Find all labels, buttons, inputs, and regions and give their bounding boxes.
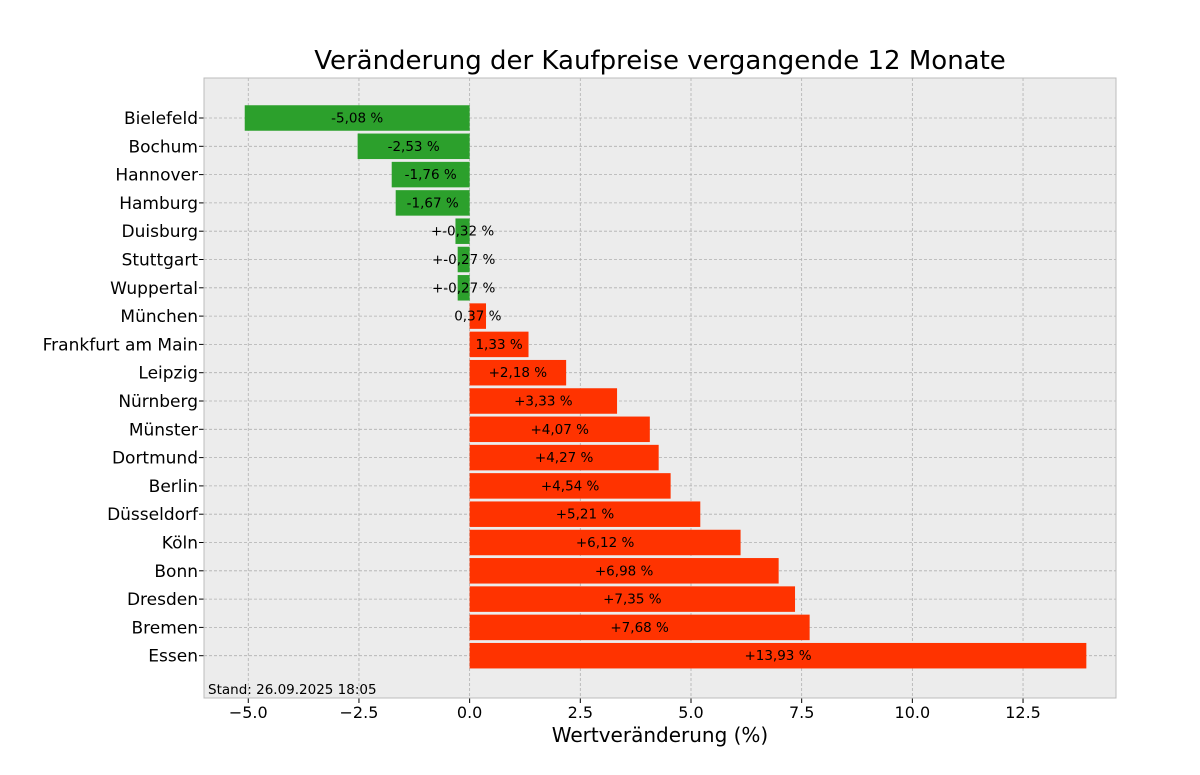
y-axis-ticks: Bielefeld Bochum Hannover Hamburg Duisburg St… — [43, 109, 204, 667]
data-label: +4,27 % — [535, 450, 594, 466]
category-label: Hannover — [115, 166, 198, 186]
bar-bonn — [469, 558, 779, 584]
bar-düsseldorf — [469, 501, 701, 527]
category-label: Bonn — [154, 562, 198, 582]
data-label: -2,53 % — [388, 139, 440, 155]
footnote-timestamp: Stand: 26.09.2025 18:05 — [208, 682, 377, 698]
category-label: Münster — [129, 420, 198, 440]
data-label: +7,35 % — [603, 592, 662, 608]
bar-dortmund — [469, 444, 659, 471]
bar-nürnberg — [469, 388, 618, 414]
category-label: Wuppertal — [110, 279, 198, 299]
data-label: +-0,32 % — [431, 224, 495, 240]
data-label: -1,76 % — [405, 167, 457, 183]
bar-hannover — [391, 161, 470, 188]
bar-bremen — [469, 614, 810, 641]
data-label: +5,21 % — [556, 507, 615, 523]
bar-stuttgart — [457, 246, 470, 273]
bar-frankfurt-am-main — [469, 331, 529, 358]
data-label: +2,18 % — [489, 365, 548, 381]
bar-münchen — [469, 303, 487, 329]
data-label: +3,33 % — [514, 394, 573, 410]
x-tick-label: 10.0 — [895, 703, 931, 722]
data-label: 1,33 % — [475, 337, 522, 353]
bar-hamburg — [395, 190, 470, 216]
x-tick-label: −2.5 — [340, 703, 379, 722]
bar-dresden — [469, 586, 796, 612]
category-label: Hamburg — [119, 194, 198, 214]
bar-berlin — [469, 473, 671, 499]
category-label: Duisburg — [122, 222, 199, 242]
bar-bochum — [357, 133, 470, 160]
data-label: -1,67 % — [407, 195, 459, 211]
data-label: +6,12 % — [576, 535, 635, 551]
data-label: -5,08 % — [331, 111, 383, 127]
x-tick-label: 0.0 — [457, 703, 482, 722]
category-label: Stuttgart — [122, 251, 199, 271]
category-label: Köln — [162, 534, 198, 554]
category-label: Nürnberg — [118, 392, 198, 412]
category-label: Berlin — [149, 477, 198, 497]
bar-wuppertal — [457, 275, 470, 301]
category-label: Bremen — [131, 618, 198, 638]
category-label: Frankfurt am Main — [43, 335, 198, 355]
category-label: Düsseldorf — [107, 505, 199, 525]
bars — [244, 105, 1087, 669]
plot-frame — [203, 77, 1117, 699]
bar-duisburg — [455, 218, 470, 244]
x-tick-label: 2.5 — [568, 703, 593, 722]
data-labels: -5,08 % -2,53 % -1,76 % -1,67 % +-0,32 % +-0,… — [331, 111, 812, 665]
category-label: Dresden — [127, 590, 198, 610]
data-label: 0,37 % — [454, 309, 501, 325]
chart-title: Veränderung der Kaufpreise vergangende 1… — [314, 46, 1006, 76]
bar-leipzig — [469, 359, 567, 386]
category-label: Bielefeld — [124, 109, 198, 129]
data-label: +-0,27 % — [432, 252, 496, 268]
x-tick-label: 12.5 — [1005, 703, 1041, 722]
category-label: Dortmund — [112, 449, 198, 469]
category-label: Essen — [148, 647, 198, 667]
data-label: +4,07 % — [530, 422, 589, 438]
x-axis-label: Wertveränderung (%) — [552, 723, 769, 747]
x-tick-label: −5.0 — [229, 703, 268, 722]
data-label: +7,68 % — [610, 620, 669, 636]
data-label: +13,93 % — [744, 648, 811, 664]
x-tick-label: 7.5 — [789, 703, 814, 722]
data-label: +4,54 % — [541, 478, 600, 494]
bar-essen — [469, 642, 1087, 669]
category-label: Leipzig — [138, 364, 198, 384]
x-tick-label: 5.0 — [678, 703, 703, 722]
bar-köln — [469, 529, 741, 556]
data-label: +6,98 % — [595, 563, 654, 579]
data-label: +-0,27 % — [432, 280, 496, 296]
x-axis-ticks: −5.0 −2.5 0.0 2.5 5.0 7.5 10.0 12.5 — [229, 698, 1041, 722]
category-label: München — [120, 307, 198, 327]
bar-münster — [469, 416, 650, 443]
category-label: Bochum — [128, 137, 198, 157]
bar-bielefeld — [244, 105, 470, 131]
